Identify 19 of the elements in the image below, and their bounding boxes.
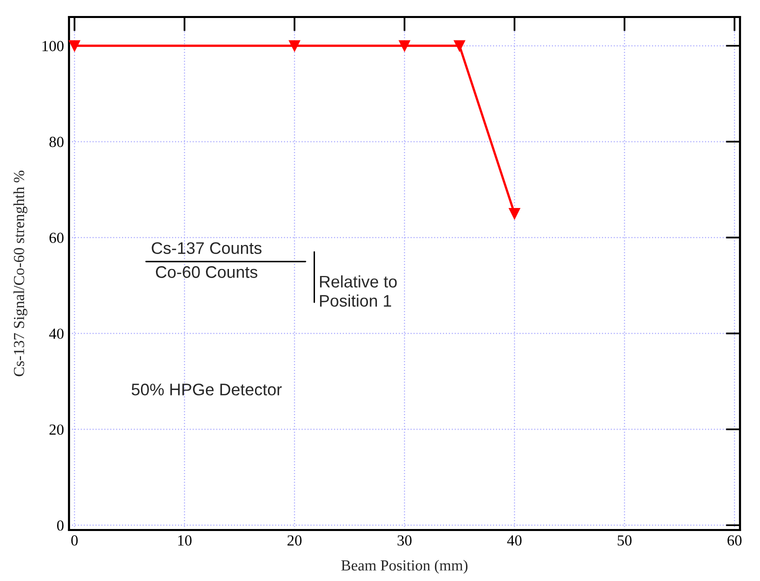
- x-tick-label: 20: [288, 535, 302, 546]
- y-tick-label: 100: [42, 40, 64, 52]
- x-tick-label: 50: [618, 535, 632, 546]
- annotation: Cs-137 Counts: [152, 242, 262, 254]
- x-tick-label: 60: [728, 535, 742, 546]
- y-tick-label: 40: [49, 328, 64, 339]
- y-tick-label: 20: [50, 424, 64, 435]
- annotation: Co-60 Counts: [156, 266, 258, 278]
- x-axis-title: Beam Position (mm): [341, 560, 468, 574]
- y-tick-label: 80: [49, 136, 64, 148]
- x-tick-label: 40: [507, 535, 522, 546]
- x-tick-label: 0: [71, 535, 78, 546]
- x-tick-label: 10: [178, 535, 192, 546]
- annotation: Relative to Position 1: [320, 275, 397, 307]
- annotation: 50% HPGe Detector: [132, 384, 282, 396]
- y-axis-title: Cs-137 Signal/Co-60 strenghth %: [13, 170, 28, 376]
- y-tick-label: 60: [50, 232, 64, 243]
- x-tick-label: 30: [398, 535, 412, 546]
- y-tick-label: 0: [57, 520, 64, 531]
